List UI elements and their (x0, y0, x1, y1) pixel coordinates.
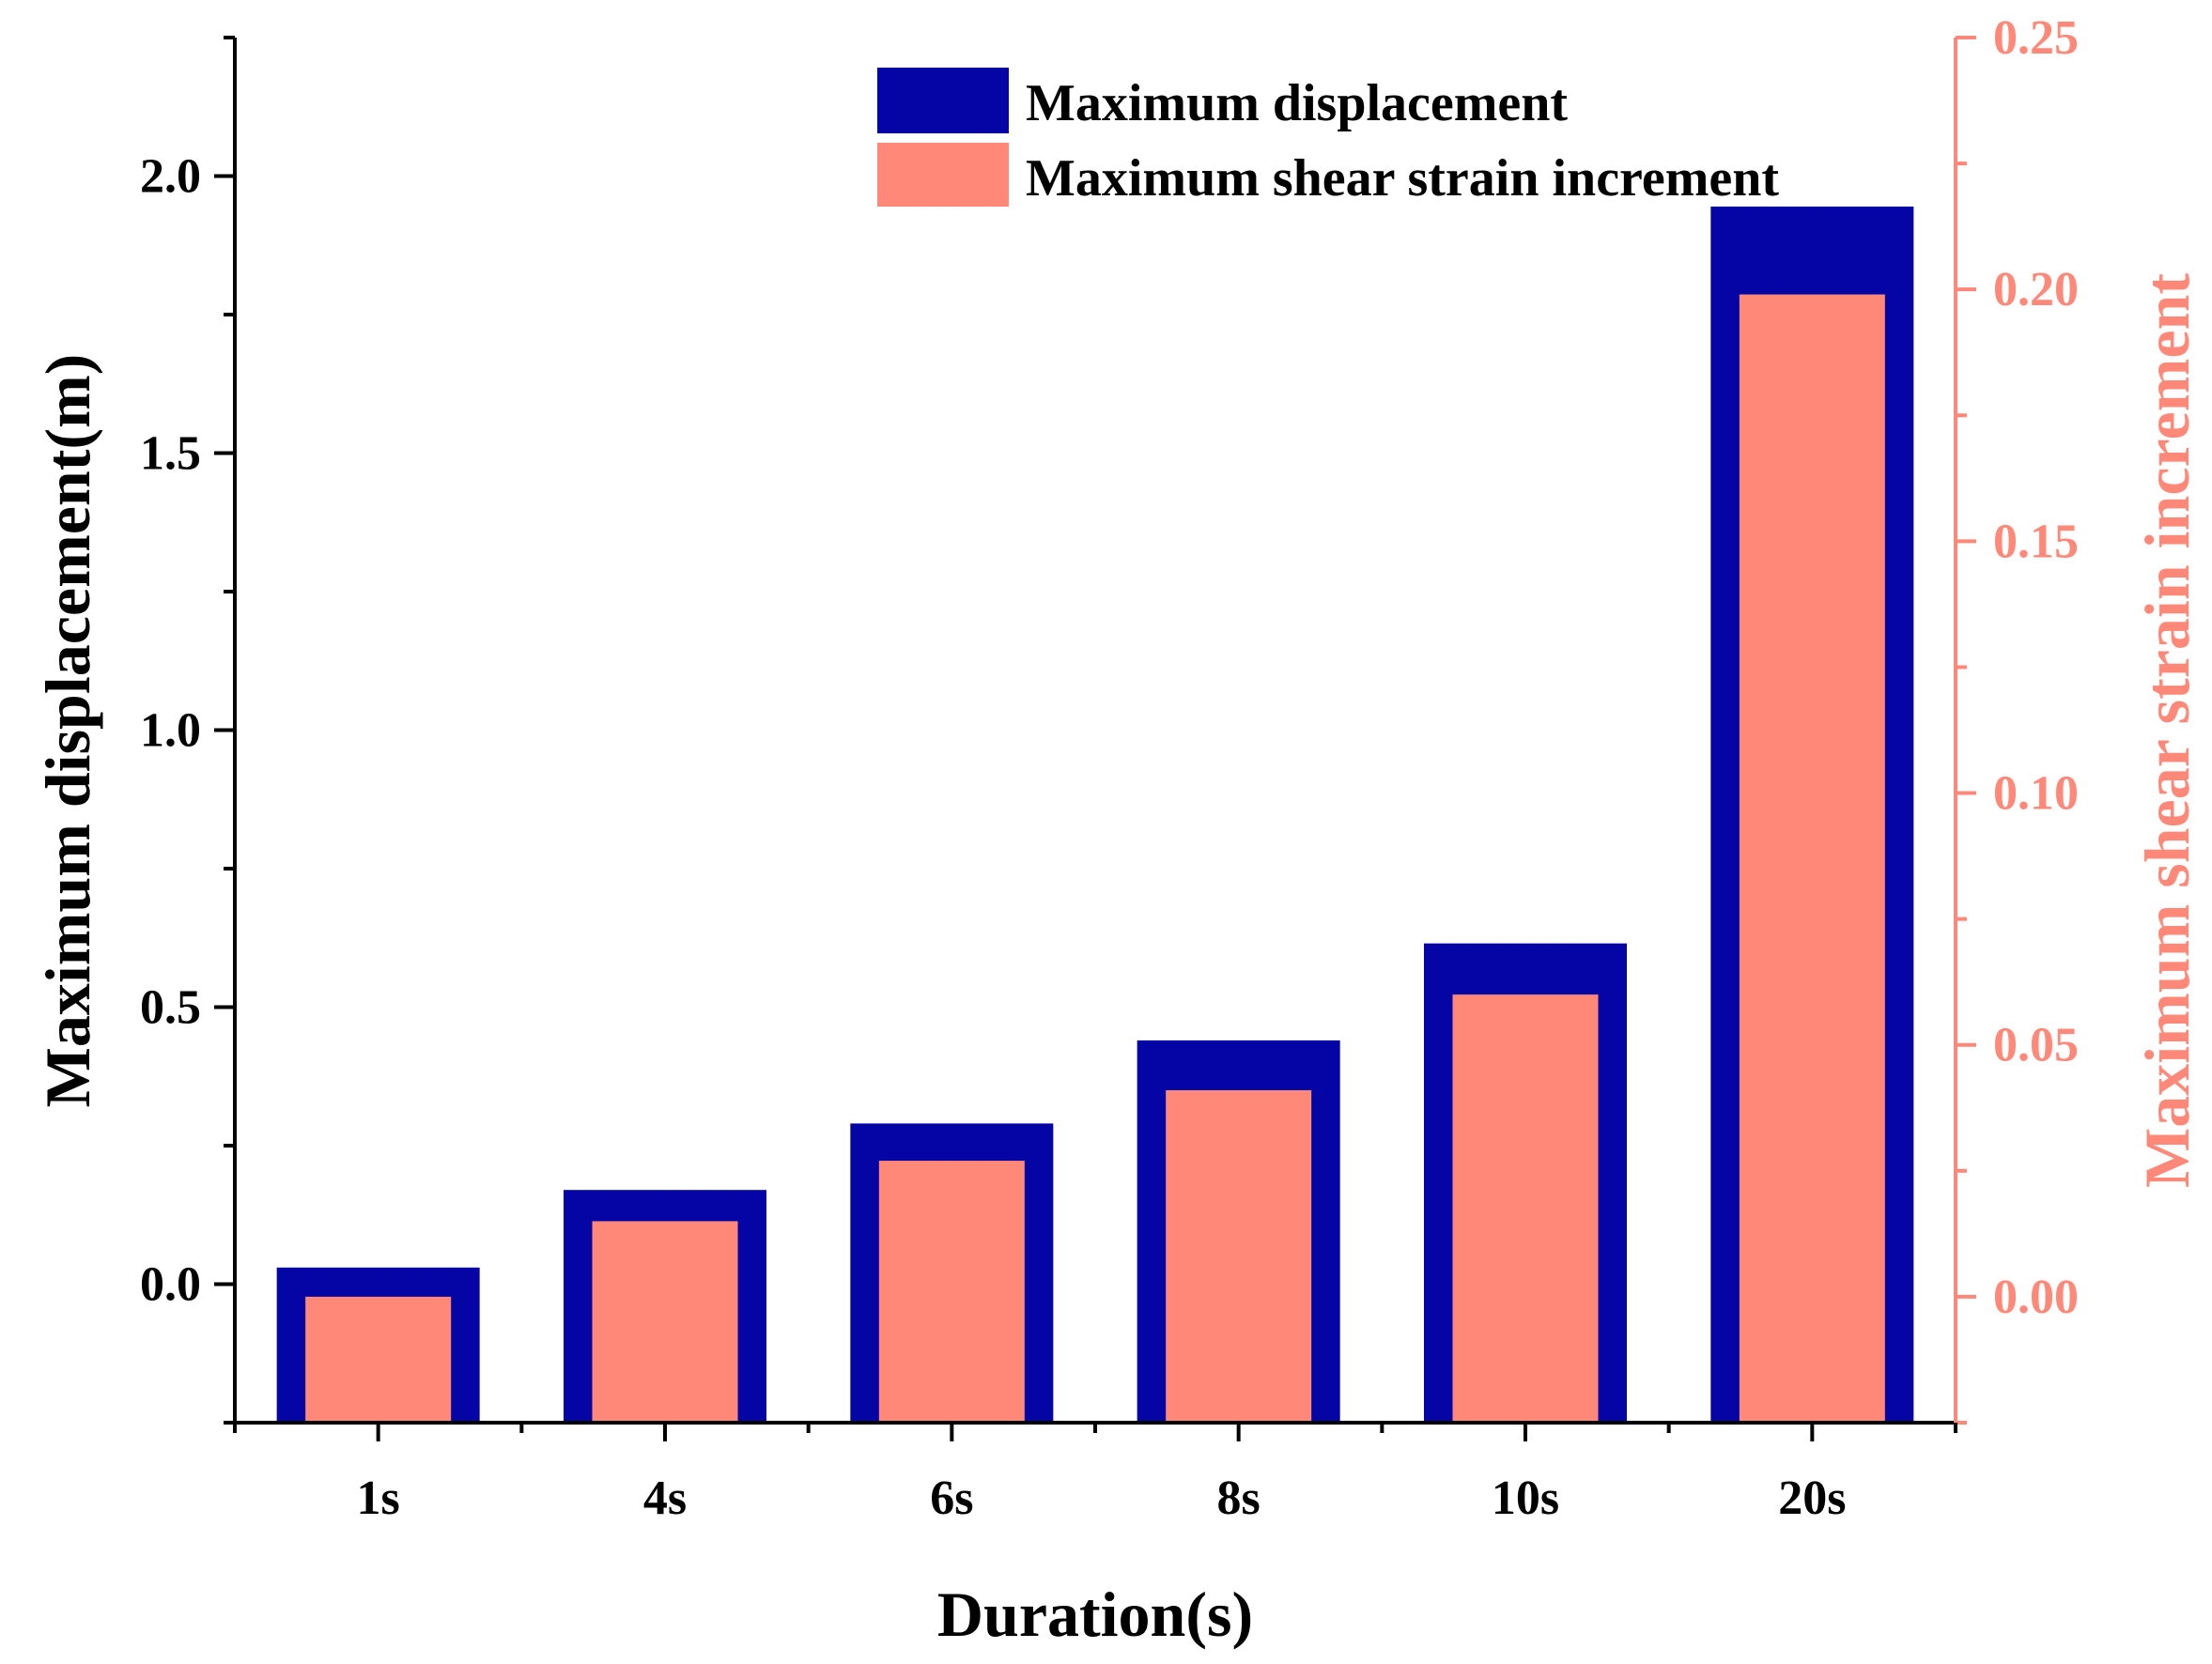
bar-strain-20s (1739, 294, 1885, 1424)
legend-label-displacement: Maximum displacement (1026, 74, 1568, 132)
x-tick-label-10s: 10s (1492, 1471, 1559, 1525)
x-axis-title: Duration(s) (937, 1579, 1253, 1650)
right-tick-label: 0.20 (1993, 263, 2079, 316)
bar-strain-1s (305, 1296, 452, 1423)
x-tick-label-6s: 6s (930, 1471, 973, 1525)
bar-strain-8s (1166, 1090, 1312, 1423)
legend-swatch-displacement (877, 68, 1009, 133)
x-tick-label-8s: 8s (1217, 1471, 1261, 1525)
right-tick-label: 0.05 (1993, 1019, 2079, 1072)
left-tick-label: 2.0 (140, 150, 201, 204)
strain-bars (305, 294, 1885, 1424)
legend-swatch-strain (877, 143, 1009, 207)
right-tick-label: 0.15 (1993, 515, 2079, 568)
right-tick-label: 0.10 (1993, 767, 2079, 821)
bar-strain-10s (1452, 994, 1599, 1423)
bar-strain-6s (878, 1161, 1025, 1423)
right-tick-label: 0.25 (1993, 11, 2079, 65)
right-tick-label: 0.00 (1993, 1271, 2079, 1324)
x-ticks: 1s 4s 6s 8s 10s 20s (233, 1423, 1957, 1525)
left-tick-label: 0.5 (140, 981, 201, 1035)
x-tick-label-1s: 1s (357, 1471, 400, 1525)
legend: Maximum displacement Maximum shear strai… (877, 68, 1779, 208)
left-tick-label: 1.0 (140, 704, 201, 758)
right-y-axis-title: Maximum shear strain increment (2131, 273, 2203, 1188)
right-y-ticks: 0.00 0.05 0.10 0.15 0.20 0.25 (1956, 11, 2079, 1425)
left-tick-label: 1.5 (140, 427, 201, 481)
left-y-axis-title: Maximum displacement(m) (32, 354, 103, 1108)
left-y-ticks: 0.0 0.5 1.0 1.5 2.0 (140, 36, 235, 1425)
bar-strain-4s (592, 1221, 738, 1423)
legend-label-strain: Maximum shear strain increment (1026, 149, 1779, 208)
x-tick-label-4s: 4s (643, 1471, 687, 1525)
left-tick-label: 0.0 (140, 1258, 201, 1312)
x-tick-label-20s: 20s (1778, 1471, 1846, 1525)
